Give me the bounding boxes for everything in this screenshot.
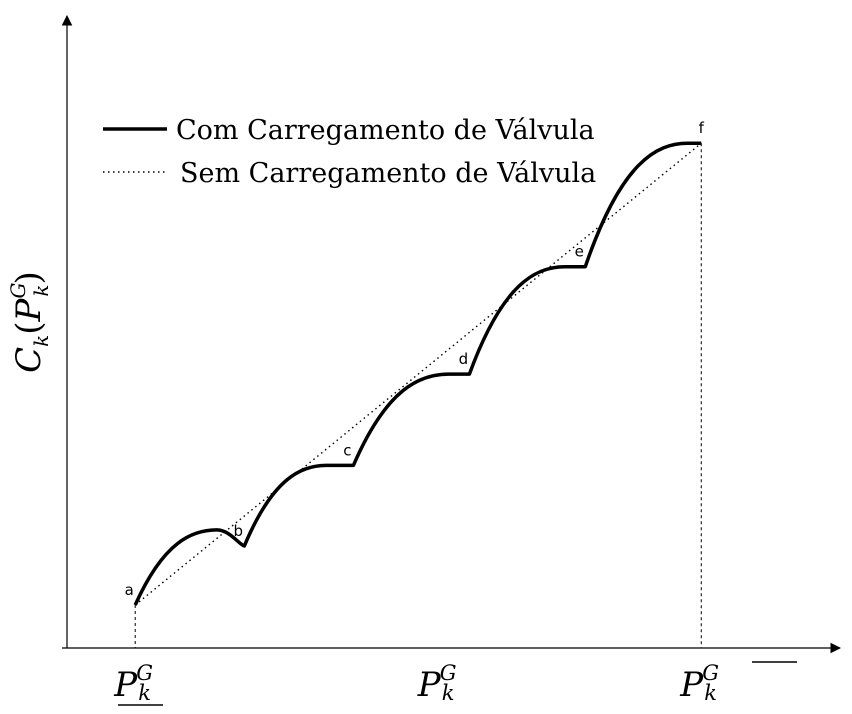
point-label-a: a	[125, 581, 134, 599]
point-label-b: b	[234, 522, 244, 540]
legend-label-dotted: Sem Carregamento de Válvula	[180, 158, 596, 189]
series-line-com-carregamento	[133, 141, 702, 606]
svg-text:P: P	[679, 665, 704, 705]
series-line-sem-carregamento	[134, 142, 702, 606]
point-label-d: d	[459, 350, 469, 368]
svg-text:k: k	[704, 681, 717, 705]
point-label-e: e	[575, 243, 584, 261]
x-tick-label-mid: P G k	[417, 661, 457, 705]
x-tick-label-min: P G k	[113, 661, 153, 705]
x-tick-label-max: P G k	[679, 661, 719, 705]
point-label-c: c	[343, 441, 351, 459]
svg-text:P: P	[113, 665, 138, 705]
point-labels: a b c d e f	[125, 119, 705, 599]
svg-text:G: G	[136, 661, 153, 685]
y-axis-label: Ck(PGk)	[6, 271, 53, 373]
svg-text:k: k	[138, 681, 151, 705]
point-label-f: f	[699, 119, 705, 137]
svg-text:G: G	[440, 661, 457, 685]
svg-text:G: G	[702, 661, 719, 685]
svg-text:k: k	[442, 681, 455, 705]
legend-label-solid: Com Carregamento de Válvula	[176, 115, 595, 146]
legend: Com Carregamento de Válvula Sem Carregam…	[103, 115, 596, 189]
svg-text:P: P	[417, 665, 442, 705]
